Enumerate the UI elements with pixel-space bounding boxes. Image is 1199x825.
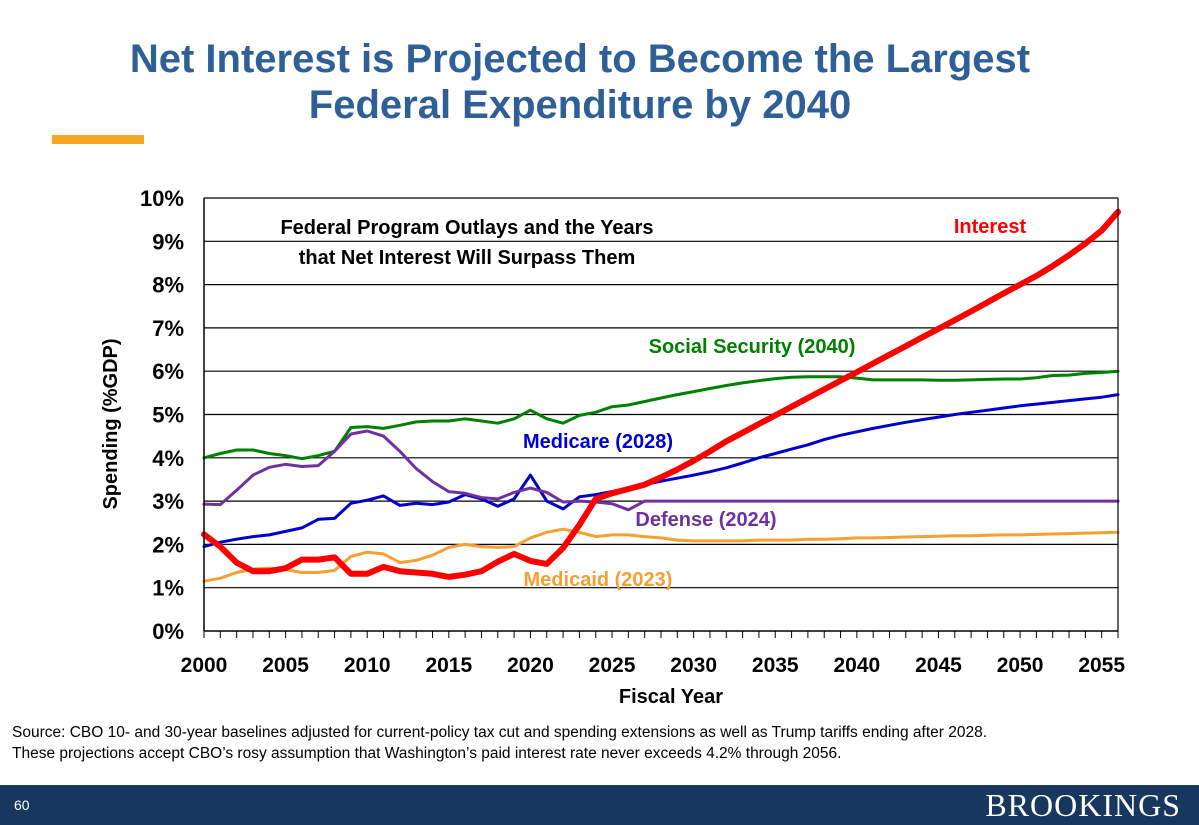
series-medicare-line <box>202 393 1120 549</box>
y-tick-label: 8% <box>152 273 184 298</box>
page-number: 60 <box>14 797 30 813</box>
series-label-defense: Defense (2024) <box>635 509 776 531</box>
source-note-line2: These projections accept CBO’s rosy assu… <box>12 745 842 762</box>
y-tick-label: 4% <box>152 446 184 471</box>
y-tick-label: 5% <box>152 403 184 428</box>
chart-axes: 0% 1% 2% 3% 4% 5% 6% 7% 8% 9% 10% 2000 2005 2010 2015 2… <box>140 186 1125 677</box>
brookings-logo: BROOKINGS <box>985 787 1181 823</box>
series-label-social-security: Social Security (2040) <box>649 336 856 358</box>
x-tick-label: 2010 <box>344 654 391 677</box>
y-axis-label: Spending (%GDP) <box>100 338 122 509</box>
y-tick-label: 7% <box>152 316 184 341</box>
y-tick-label: 3% <box>152 489 184 514</box>
series-label-medicare: Medicare (2028) <box>523 431 673 453</box>
x-tick-label: 2050 <box>997 654 1044 677</box>
y-tick-label: 6% <box>152 359 184 384</box>
series-medicaid-line <box>202 527 1120 583</box>
x-tick-label: 2055 <box>1078 654 1125 677</box>
y-tick-label: 10% <box>140 186 184 211</box>
x-tick-label: 2005 <box>262 654 309 677</box>
series-label-interest: Interest <box>954 216 1027 238</box>
x-tick-label: 2025 <box>589 654 636 677</box>
slide-title-line2: Federal Expenditure by 2040 <box>308 83 852 127</box>
x-tick-label: 2015 <box>425 654 472 677</box>
series-defense-line <box>202 429 1120 512</box>
x-tick-label: 2035 <box>752 654 799 677</box>
slide-title-line1: Net Interest is Projected to Become the … <box>129 37 1031 81</box>
x-axis-label: Fiscal Year <box>619 686 723 708</box>
y-tick-label: 0% <box>152 619 184 644</box>
y-tick-label: 1% <box>152 576 184 601</box>
chart-series: Social Security (2040) Medicare (2028) Def… <box>201 208 1121 591</box>
line-chart: Social Security (2040) Medicare (2028) Def… <box>100 186 1125 708</box>
series-social-security-line <box>202 369 1120 461</box>
x-tick-label: 2000 <box>181 654 228 677</box>
y-tick-label: 2% <box>152 532 184 557</box>
series-interest-line <box>201 208 1121 580</box>
chart-inner-title-line2: that Net Interest Will Surpass Them <box>299 247 636 269</box>
source-note-line1: Source: CBO 10- and 30-year baselines ad… <box>12 724 988 741</box>
footer-bar: 60 BROOKINGS <box>0 785 1199 825</box>
x-tick-label: 2030 <box>670 654 717 677</box>
chart-inner-title-line1: Federal Program Outlays and the Years <box>280 217 653 239</box>
title-accent-bar <box>52 135 144 144</box>
x-tick-label: 2045 <box>915 654 962 677</box>
x-tick-label: 2040 <box>833 654 880 677</box>
slide-title: Net Interest is Projected to Become the … <box>0 36 1160 128</box>
y-tick-label: 9% <box>152 229 184 254</box>
source-note: Source: CBO 10- and 30-year baselines ad… <box>12 722 1192 764</box>
series-label-medicaid: Medicaid (2023) <box>524 569 673 591</box>
x-tick-label: 2020 <box>507 654 554 677</box>
